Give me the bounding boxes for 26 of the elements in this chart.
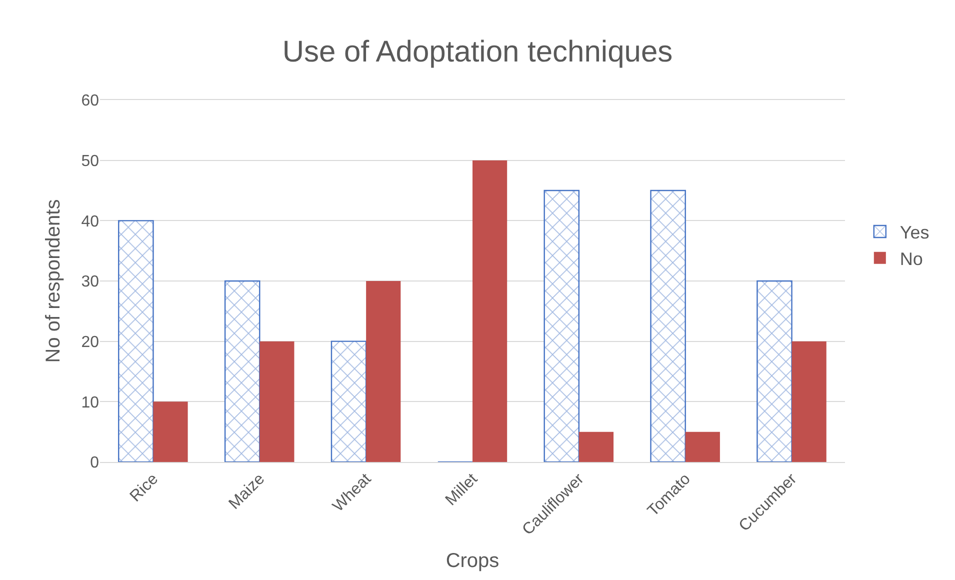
y-tick-label: 20 [81,334,100,351]
y-tick-label: 50 [81,152,100,170]
bar [544,190,580,462]
bar [578,432,614,462]
bar [685,432,720,462]
bar [792,341,826,462]
y-tick-label: 30 [81,274,100,291]
bar [118,220,154,462]
bar [756,280,792,462]
bar [260,341,294,462]
bar [153,402,188,462]
y-tick-label: 10 [81,394,100,412]
legend-label: No [900,248,923,269]
x-tick-label: Rice [127,470,162,506]
y-tick-label: 0 [90,454,100,472]
text: Yes [900,222,930,243]
bar [366,281,401,462]
x-axis-title: Crops [446,550,500,572]
y-tick-label: 60 [81,92,100,110]
chart-title: Use of Adoptation techniques [282,36,673,69]
y-tick-label: 40 [81,213,100,230]
bar [650,190,686,462]
bar [472,160,508,462]
y-axis-title: No of respondents [42,199,65,363]
bar [224,280,260,462]
bar [330,340,367,462]
